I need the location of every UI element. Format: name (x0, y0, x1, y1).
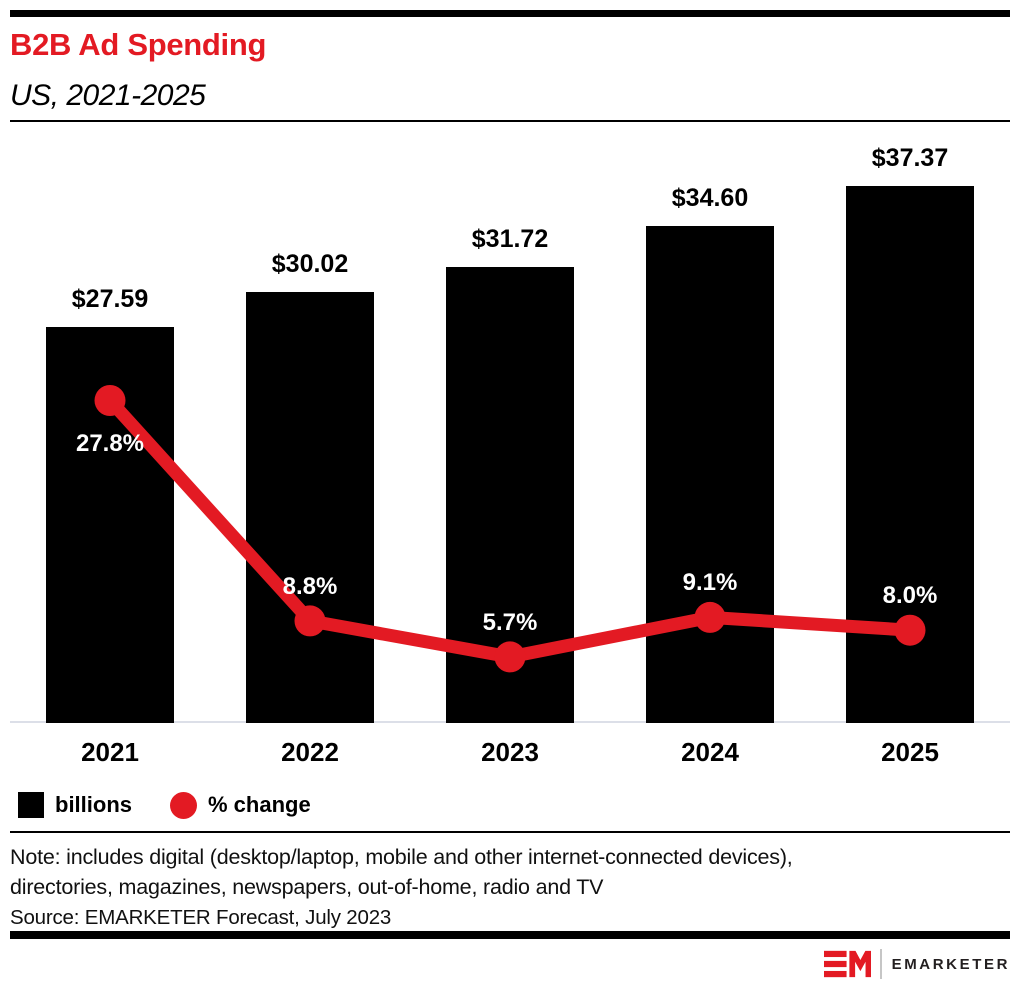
legend: billions % change (18, 790, 311, 820)
brand-name: EMARKETER (891, 955, 1010, 973)
bar-value-label-2021: $27.59 (71, 285, 149, 313)
pct-change-label-2021: 27.8% (75, 429, 145, 457)
pct-change-label-2022: 8.8% (282, 572, 338, 600)
bar-2023 (446, 267, 574, 723)
x-axis-label-2023: 2023 (481, 737, 539, 767)
pct-change-label-2023: 5.7% (482, 608, 538, 636)
x-axis-label-2024: 2024 (681, 737, 739, 767)
chart-title: B2B Ad Spending (10, 27, 267, 62)
footer-rule (10, 831, 1010, 833)
x-axis-label-2021: 2021 (81, 737, 139, 767)
bar-2022 (246, 292, 374, 723)
header-rule (10, 120, 1010, 122)
bar-value-label-2023: $31.72 (471, 225, 549, 253)
legend-label-billions: billions (55, 792, 132, 817)
pct-change-label-2025: 8.0% (882, 582, 938, 610)
pct-change-circle-icon (170, 791, 197, 819)
bar-2025 (846, 186, 974, 723)
x-axis-label-2025: 2025 (881, 737, 939, 767)
note-text-line1: Note: includes digital (desktop/laptop, … (10, 845, 793, 869)
bottom-rule (10, 931, 1010, 939)
brand-divider (879, 949, 882, 979)
x-axis-label-2022: 2022 (281, 737, 339, 767)
bar-value-label-2024: $34.60 (671, 184, 749, 212)
emarketer-logo-icon (823, 950, 871, 978)
legend-label-pct-change: % change (208, 792, 311, 817)
bar-2021 (46, 327, 174, 723)
source-text: Source: EMARKETER Forecast, July 2023 (10, 906, 392, 929)
brand-lockup: EMARKETER (823, 948, 1010, 980)
chart-subtitle: US, 2021-2025 (10, 79, 206, 112)
bar-value-label-2025: $37.37 (871, 144, 949, 172)
bar-value-label-2022: $30.02 (271, 250, 349, 278)
bar-2024 (646, 226, 774, 723)
top-rule (10, 10, 1010, 17)
note-text-line2: directories, magazines, newspapers, out-… (10, 875, 604, 899)
billions-square-icon (18, 792, 44, 818)
pct-change-label-2024: 9.1% (682, 569, 738, 597)
